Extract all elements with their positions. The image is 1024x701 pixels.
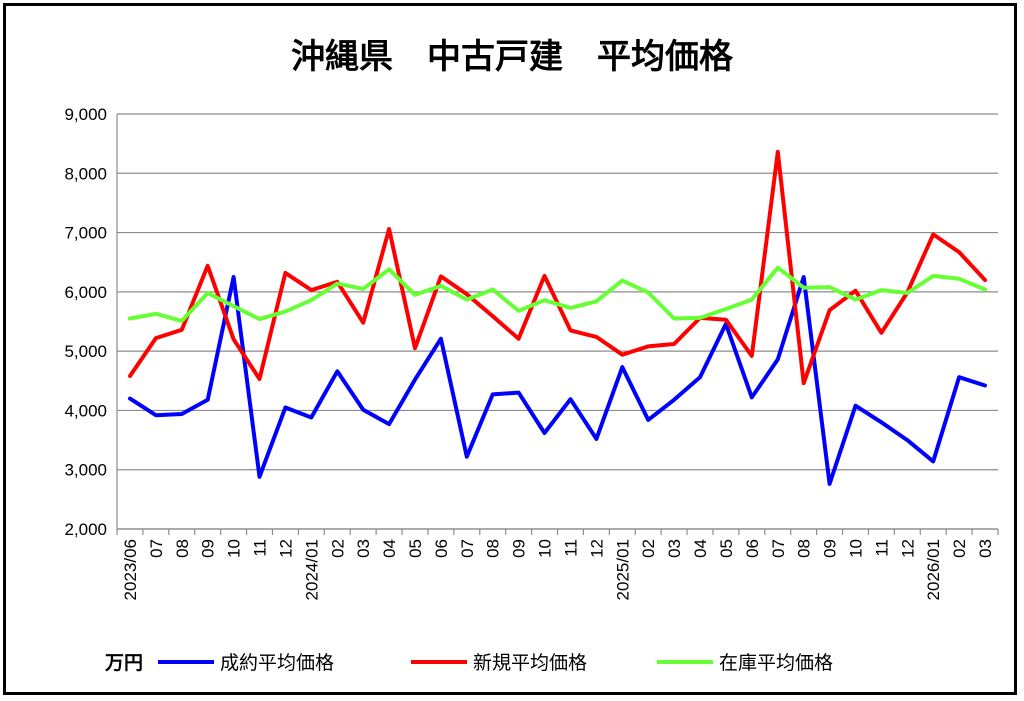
x-tick-label: 07 (769, 539, 788, 558)
x-tick-label: 10 (846, 539, 865, 558)
series-line-2 (128, 149, 987, 386)
unit-label: 万円 (104, 652, 143, 674)
legend-label: 在庫平均価格 (719, 652, 833, 674)
x-tick-label: 2023/06 (121, 539, 140, 600)
x-tick-label: 06 (432, 539, 451, 558)
y-tick-label: 6,000 (64, 283, 107, 302)
x-tick-label: 2025/01 (613, 539, 632, 600)
x-tick-label: 10 (536, 539, 555, 558)
x-tick-label: 12 (898, 539, 917, 558)
x-tick-label: 04 (380, 539, 399, 558)
legend-label: 新規平均価格 (473, 652, 587, 674)
x-tick-label: 05 (406, 539, 425, 558)
x-axis-ticks: 2023/06 07 08 09 10 11 12 2024/01 02 03 04 05 06 07 08… (121, 539, 995, 600)
y-tick-label: 8,000 (64, 164, 107, 183)
x-tick-label: 08 (173, 539, 192, 558)
x-tick-label: 07 (458, 539, 477, 558)
x-tick-label: 08 (795, 539, 814, 558)
chart-title: 沖縄県 中古戸建 平均価格 (291, 37, 734, 77)
x-tick-label: 07 (147, 539, 166, 558)
y-tick-label: 2,000 (64, 520, 107, 539)
legend: 万円 成約平均価格 新規平均価格 在庫平均価格 (104, 652, 833, 674)
series-line-3 (128, 265, 987, 323)
x-tick-label: 05 (717, 539, 736, 558)
x-tick-label: 08 (484, 539, 503, 558)
x-tick-label: 11 (561, 539, 580, 557)
x-tick-label: 11 (872, 539, 891, 557)
x-tick-label: 03 (354, 539, 373, 558)
x-tick-label: 12 (587, 539, 606, 558)
y-tick-label: 5,000 (64, 342, 107, 361)
x-tick-label: 10 (225, 539, 244, 558)
y-tick-label: 9,000 (64, 105, 107, 124)
chart-frame (3, 3, 1017, 695)
x-axis (116, 114, 999, 535)
x-tick-label: 11 (251, 539, 270, 557)
x-tick-label: 06 (743, 539, 762, 558)
x-tick-label: 03 (976, 539, 995, 558)
series-lines (128, 149, 987, 486)
x-tick-label: 02 (328, 539, 347, 558)
series-line-1 (128, 275, 987, 486)
y-axis-ticks: 9,000 8,000 7,000 6,000 5,000 4,000 3,000 2,000 (64, 105, 107, 539)
x-tick-label: 03 (665, 539, 684, 558)
y-tick-label: 4,000 (64, 401, 107, 420)
x-tick-label: 12 (276, 539, 295, 558)
x-tick-label: 02 (950, 539, 969, 558)
x-tick-label: 09 (199, 539, 218, 558)
x-tick-label: 2026/01 (924, 539, 943, 600)
x-tick-label: 02 (639, 539, 658, 558)
legend-label: 成約平均価格 (220, 652, 334, 674)
grid-lines (117, 113, 998, 530)
y-tick-label: 3,000 (64, 461, 107, 480)
x-tick-label: 09 (821, 539, 840, 558)
x-tick-label: 09 (510, 539, 529, 558)
x-tick-label: 2024/01 (302, 539, 321, 600)
x-tick-label: 04 (691, 539, 710, 558)
y-tick-label: 7,000 (64, 224, 107, 243)
